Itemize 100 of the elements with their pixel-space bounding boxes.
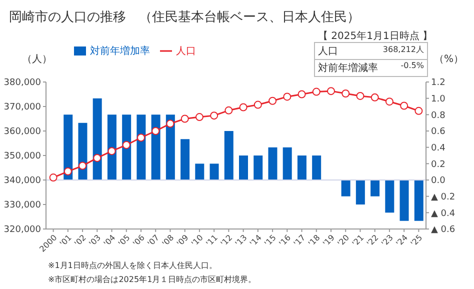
point [108,147,116,156]
bar [64,114,73,180]
y2-tick-label: 0.2 [431,160,446,170]
point [64,167,72,176]
bar [254,156,263,180]
point [268,96,277,105]
legend-label: 対前年増加率 [90,46,150,57]
x-tick-label: '12 [218,233,234,248]
bar [92,98,102,180]
x-tick-label: '08 [160,233,176,248]
text: ※市区町村の場合は2025年1月１日時点の市区町村境界。 [48,274,256,285]
x-tick-label: '18 [306,233,322,248]
point [93,154,102,162]
point [254,100,262,109]
y2-tick-label: ▲ 0.2 [431,192,456,203]
x-tick-label: '11 [204,233,220,248]
x-tick-label: '05 [116,233,132,248]
y2-tick-label: 1.0 [431,94,446,105]
text: 人口 [318,45,338,58]
x-tick-label: '15 [262,233,278,248]
bar [195,164,204,180]
y-tick-label: 330,000 [4,200,42,211]
text: 【 2025年1月1日時点 】 [318,30,433,43]
text: ※1月1日時点の外国人を除く日本人住民人口。 [48,260,217,271]
point [166,120,174,128]
point [210,112,218,120]
y2-tick-label: 0.8 [431,110,446,121]
point [370,93,379,102]
y-tick-label: 370,000 [4,102,42,113]
point [78,162,87,170]
y2-tick-label: ▲ 0.4 [431,208,456,219]
point [224,106,233,114]
x-tick-label: '19 [321,233,336,248]
bar [136,114,146,180]
chart-title: 岡崎市の人口の推移 （住民基本台帳ベース、日本人住民） [9,9,360,26]
point [122,140,130,149]
x-tick-label: '17 [292,233,308,248]
y-axis-title: （人） [22,53,52,66]
x-tick-label: '23 [380,233,395,248]
bar [180,139,190,180]
bar [297,156,306,180]
point [49,174,58,182]
text: -0.5% [400,61,424,72]
y2-tick-label: 0.6 [431,127,446,138]
legend-label: 人口 [176,46,196,57]
x-tick-label: '14 [248,233,264,248]
bar [370,180,380,196]
bar [282,147,292,180]
bar [400,180,409,221]
bar [312,156,322,180]
x-tick-label: '21 [350,233,366,248]
point [298,90,306,98]
y2-tick-label: 0.0 [431,176,446,186]
point [137,134,145,142]
point [327,87,335,96]
point [180,114,189,123]
y2-tick-label: 1.2 [431,78,446,88]
y-tick-label: 380,000 [4,78,42,88]
x-tick-label: '25 [408,233,424,248]
x-tick-label: '20 [336,233,352,248]
point [342,90,350,98]
x-tick-label: '16 [277,233,293,248]
x-tick-label: '24 [394,233,410,248]
x-tick-label: '01 [58,233,74,248]
bar [414,180,424,221]
x-tick-label: '10 [190,233,205,248]
text: 368,212人 [382,44,424,56]
x-tick-label: '02 [72,233,88,248]
bar [166,114,175,180]
y-tick-label: 340,000 [4,176,42,186]
bar [210,164,219,180]
x-tick-label: '03 [87,233,103,248]
y-tick-label: 320,000 [4,225,42,236]
x-tick-label: '09 [175,233,190,248]
bar [356,180,365,204]
x-tick-label: '07 [146,233,162,248]
bar [385,180,394,213]
x-tick-label: '06 [131,233,146,248]
point [152,127,160,135]
bar [239,156,248,180]
y2-axis-title: （%） [434,53,464,66]
point [195,113,204,122]
point [239,103,248,112]
x-tick-label: '13 [234,233,249,248]
point [283,92,292,101]
point [312,88,320,96]
point [356,92,364,100]
y2-tick-label: 0.4 [431,144,446,154]
bar [268,147,278,180]
bar [151,114,160,180]
text: 対前年増減率 [318,62,378,75]
point [400,102,408,110]
y-tick-label: 360,000 [4,127,42,138]
x-tick-label: '22 [365,233,380,248]
bar [107,114,116,180]
y-tick-label: 350,000 [4,152,42,162]
point [385,98,394,106]
bar [122,114,132,180]
point [414,106,423,115]
bar [341,180,350,196]
